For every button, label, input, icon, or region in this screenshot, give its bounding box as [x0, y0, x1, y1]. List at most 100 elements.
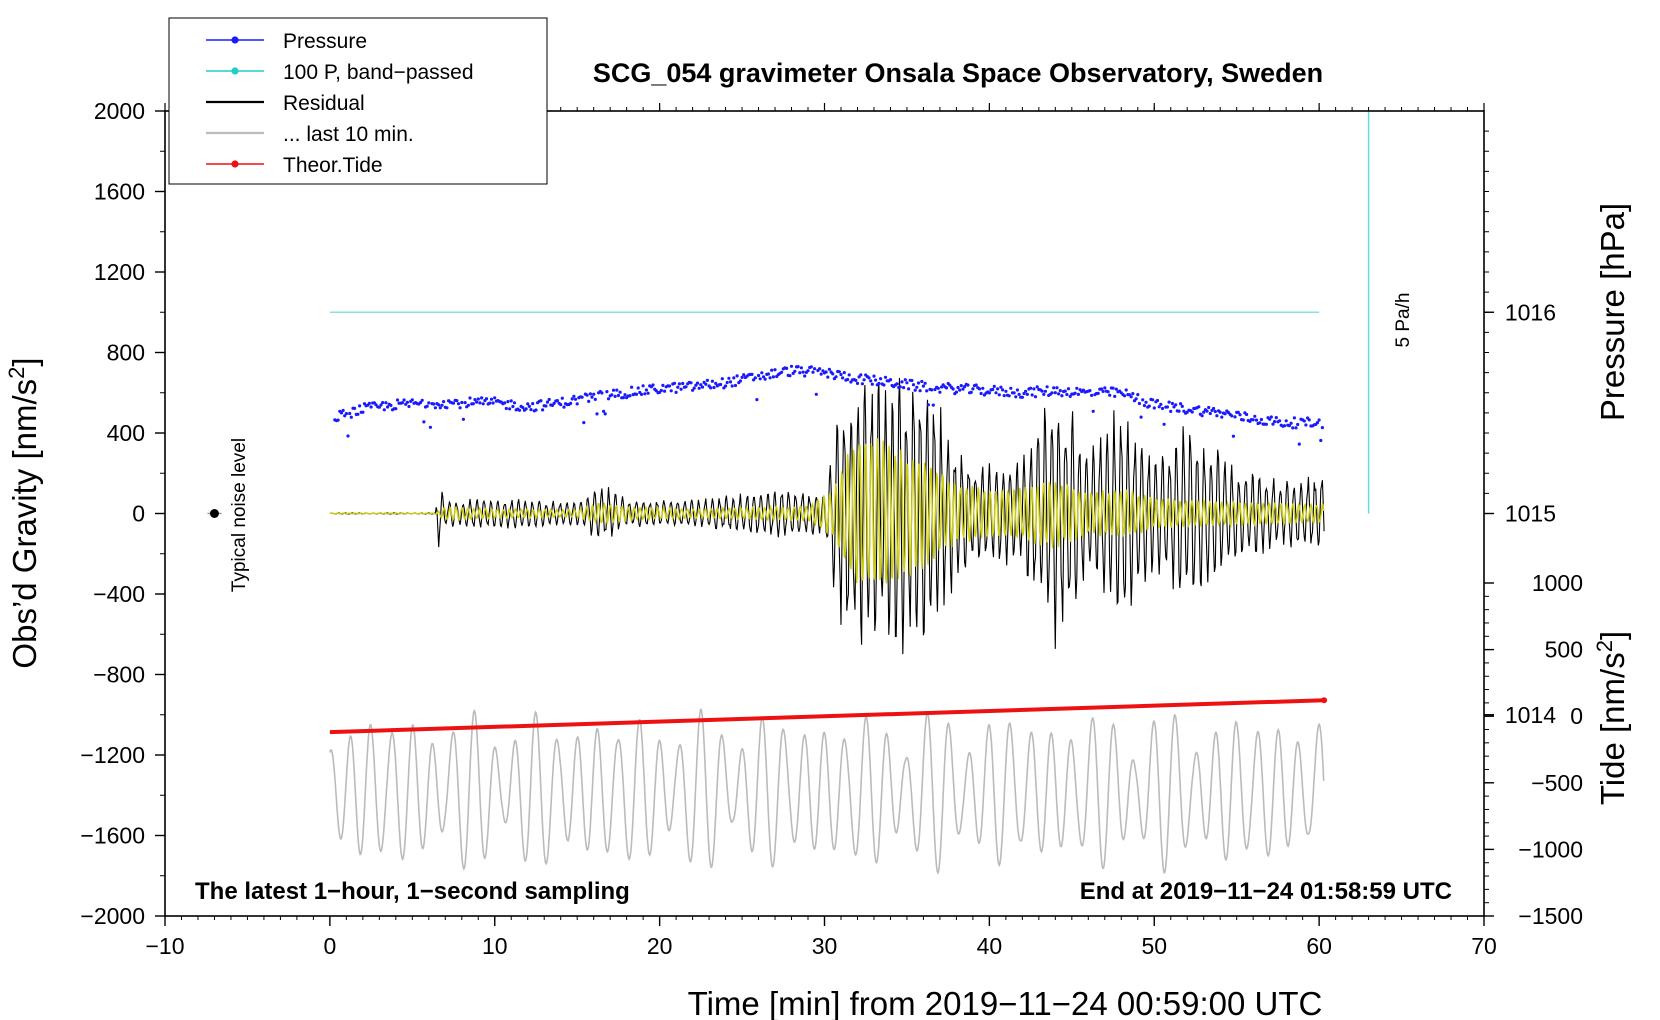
chart-title: SCG_054 gravimeter Onsala Space Observat… — [593, 58, 1323, 88]
pressure-point — [663, 389, 667, 393]
pressure-point — [925, 389, 929, 393]
pressure-point — [814, 392, 818, 396]
pressure-point — [971, 387, 975, 391]
pressure-point — [798, 371, 802, 375]
pressure-point — [590, 395, 594, 399]
pressure-point — [771, 375, 776, 379]
pressure-point — [966, 383, 970, 387]
pressure-point — [659, 388, 663, 393]
pressure-point — [1024, 389, 1028, 393]
pressure-point — [1302, 419, 1306, 423]
pressure-point — [1294, 426, 1298, 430]
pressure-point — [651, 383, 655, 387]
pressure-point — [1025, 392, 1029, 396]
pressure-point — [641, 384, 645, 388]
pressure-point — [646, 391, 650, 395]
pressure-point — [948, 383, 952, 387]
pressure-point — [956, 385, 960, 390]
pressure-point — [438, 406, 442, 410]
pressure-point — [555, 399, 560, 403]
pressure-point — [1101, 389, 1105, 393]
pressure-point — [669, 389, 673, 393]
pressure-point — [674, 390, 678, 394]
pressure-point — [1297, 442, 1301, 446]
pressure-point — [809, 365, 813, 369]
pressure-point — [1106, 390, 1110, 394]
pressure-point — [1111, 386, 1115, 390]
y-axis-gravity-title-end: ] — [6, 357, 43, 366]
pressure-point — [569, 401, 573, 405]
pressure-point — [811, 370, 815, 374]
pressure-point — [541, 408, 545, 412]
pressure-point — [468, 396, 472, 400]
pressure-point — [898, 385, 902, 389]
pressure-point — [818, 367, 822, 371]
pressure-point — [1053, 391, 1057, 395]
pressure-point — [377, 405, 381, 409]
pressure-point — [938, 390, 942, 394]
pressure-point — [356, 412, 360, 416]
series-last-10-min — [329, 708, 1325, 875]
y-axis-gravity-title: Obs’d Gravity [nm/s2] — [4, 357, 43, 668]
pressure-point — [900, 380, 904, 384]
y-gravity-tick-label: −400 — [93, 581, 145, 607]
pressure-point — [573, 397, 578, 401]
pressure-point — [407, 404, 411, 409]
pressure-point — [1029, 386, 1033, 390]
series-residual — [329, 377, 1325, 655]
pressure-point — [999, 385, 1003, 389]
pressure-point — [341, 408, 345, 413]
pressure-point — [1091, 409, 1095, 413]
pressure-point — [1057, 392, 1061, 396]
pressure-point — [1144, 400, 1148, 404]
pressure-point — [1114, 387, 1118, 391]
pressure-point — [926, 403, 931, 407]
pressure-point — [572, 394, 576, 398]
pressure-point — [369, 405, 373, 409]
pressure-point — [1139, 415, 1143, 419]
pressure-point — [1066, 387, 1071, 391]
pressure-point — [570, 397, 574, 401]
pressure-point — [534, 408, 538, 412]
pressure-point — [639, 392, 644, 396]
pressure-point — [933, 387, 937, 392]
legend-label: ... last 10 min. — [283, 123, 414, 146]
pressure-point — [1129, 395, 1133, 399]
pressure-point — [766, 372, 771, 376]
pressure-point — [913, 388, 917, 392]
pressure-point — [358, 404, 362, 408]
pressure-point — [819, 372, 823, 376]
pressure-point — [882, 383, 886, 387]
pressure-point — [888, 378, 893, 382]
pressure-point — [727, 376, 731, 380]
pressure-point — [667, 384, 672, 388]
pressure-point — [634, 392, 639, 396]
pressure-point — [1042, 392, 1046, 396]
pressure-point — [895, 382, 899, 386]
pressure-point — [461, 417, 465, 421]
pressure-point — [803, 374, 807, 378]
pressure-point — [757, 373, 761, 378]
pressure-point — [1012, 391, 1016, 395]
pressure-point — [681, 381, 685, 386]
pressure-point — [1032, 387, 1036, 391]
pressure-point — [1319, 438, 1323, 443]
pressure-point — [1159, 402, 1163, 406]
pressure-point — [1296, 422, 1300, 427]
pressure-point — [867, 376, 871, 380]
pressure-point — [611, 388, 616, 392]
pressure-point — [587, 399, 591, 403]
pressure-point — [695, 381, 700, 385]
pressure-point — [344, 412, 348, 416]
pressure-point — [428, 425, 432, 429]
pressure-point — [1287, 424, 1291, 428]
pressure-point — [489, 397, 494, 401]
pressure-point — [455, 399, 459, 403]
pressure-point — [547, 397, 551, 402]
pressure-point — [699, 383, 703, 387]
pressure-point — [959, 384, 963, 388]
pressure-point — [755, 398, 759, 402]
y-gravity-tick-label: 2000 — [94, 98, 145, 124]
pressure-point — [969, 390, 973, 394]
pressure-point — [918, 389, 922, 393]
